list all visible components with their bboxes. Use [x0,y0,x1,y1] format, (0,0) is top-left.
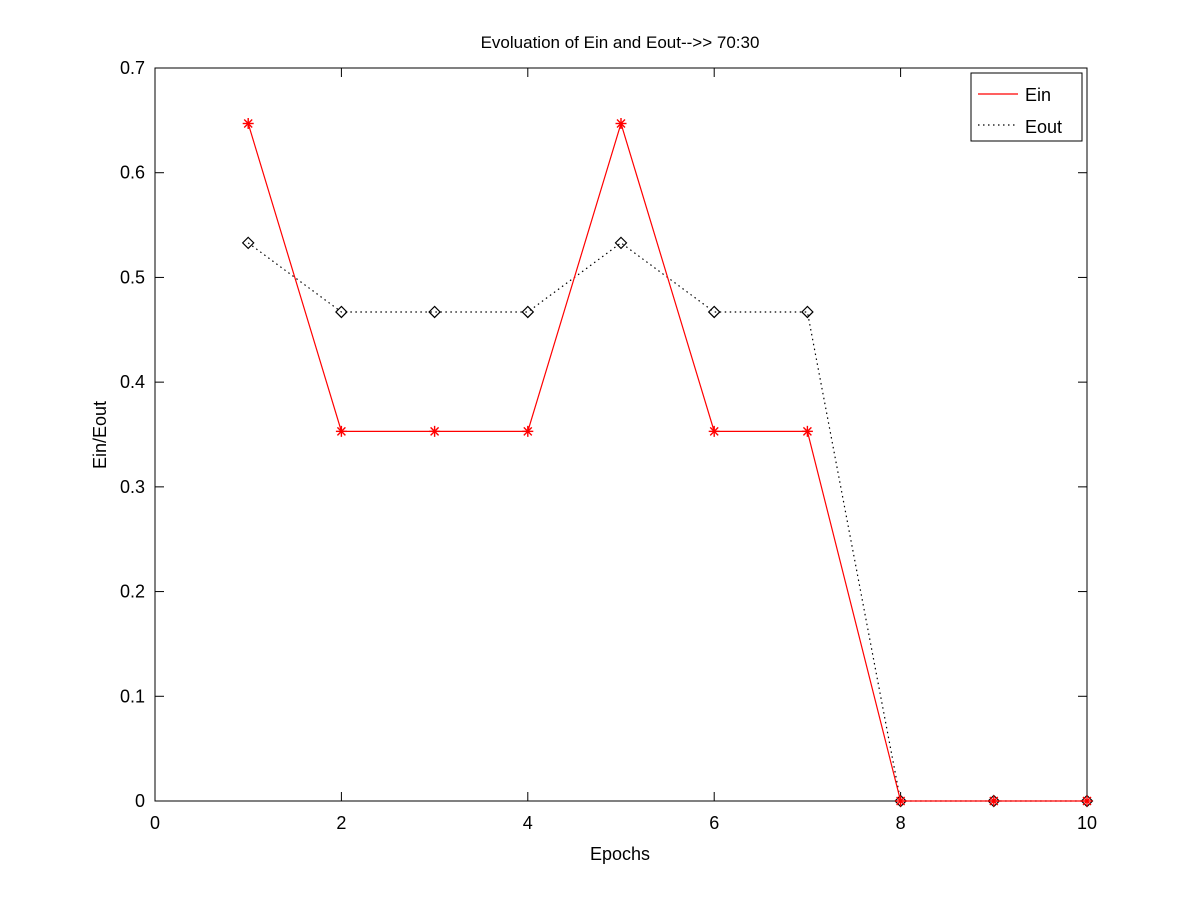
y-tick-label: 0 [135,791,145,811]
y-tick-label: 0.7 [120,58,145,78]
x-tick-label: 6 [709,813,719,833]
legend: Ein Eout [970,72,1083,142]
legend-box [970,72,1083,142]
chart-title: Evoluation of Ein and Eout-->> 70:30 [481,33,760,52]
x-tick-label: 2 [336,813,346,833]
data-point-asterisk [988,795,1000,807]
data-point-diamond [241,236,255,250]
data-point-asterisk [615,117,627,129]
y-tick-label: 0.4 [120,372,145,392]
data-point-diamond [521,305,535,319]
plot-area-frame [154,67,1088,802]
data-point-asterisk [522,425,534,437]
y-tick-label: 0.1 [120,686,145,706]
data-point-asterisk [895,795,907,807]
x-axis-label: Epochs [590,844,650,864]
data-point-asterisk [242,117,254,129]
data-point-asterisk [708,425,720,437]
x-tick-label: 8 [896,813,906,833]
data-point-diamond [428,305,441,319]
y-tick-label: 0.3 [120,477,145,497]
y-tick-label: 0.6 [120,163,145,183]
data-point-asterisk [335,425,347,437]
series-eout [241,236,1094,808]
series-line-eout [247,242,1087,802]
data-point-diamond [707,305,721,319]
y-tick-label: 0.5 [120,267,145,287]
legend-label-eout: Eout [1025,117,1062,137]
axis-ticks: 0 2 4 6 8 10 0 0.1 0.2 0.3 0.4 0.5 0.6 0.7 [120,58,1097,833]
x-tick-label: 4 [523,813,533,833]
series-ein [242,117,1093,807]
x-tick-label: 0 [150,813,160,833]
x-tick-label: 10 [1077,813,1097,833]
series-line-ein [247,121,1087,802]
data-point-asterisk [429,425,441,437]
data-point-diamond [614,236,628,250]
legend-label-ein: Ein [1025,85,1051,105]
series-layer [241,117,1094,808]
data-point-diamond [335,305,348,319]
data-point-diamond [801,305,814,319]
y-axis-label: Ein/Eout [90,401,110,469]
data-point-asterisk [1081,795,1093,807]
data-point-asterisk [801,425,813,437]
y-tick-label: 0.2 [120,582,145,602]
